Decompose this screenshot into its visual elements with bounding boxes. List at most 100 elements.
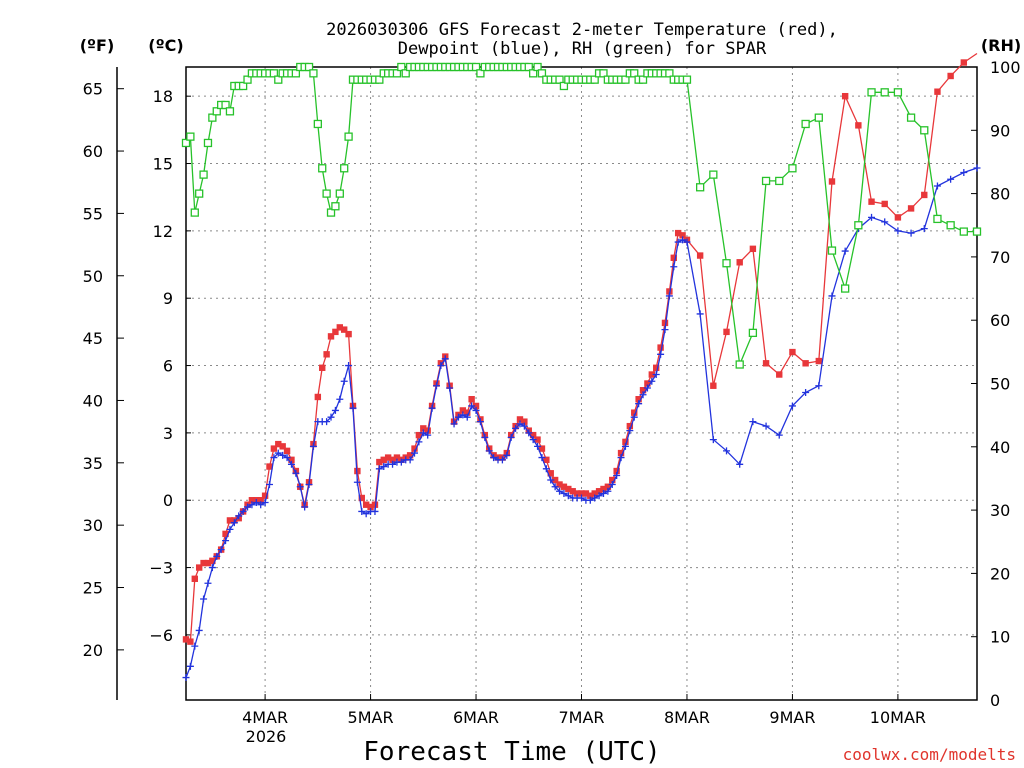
- dewpoint-point: [371, 507, 379, 515]
- dewpoint-point: [208, 564, 216, 572]
- temperature-point: [881, 200, 888, 208]
- date-tick-label: 6MAR: [453, 708, 499, 727]
- dewpoint-point: [481, 433, 489, 441]
- dewpoint-point: [446, 384, 454, 392]
- rh-point: [181, 138, 191, 148]
- dewpoint-point: [213, 552, 221, 560]
- temperature-point: [266, 463, 273, 470]
- dewpoint-point: [599, 489, 607, 497]
- rh-point: [397, 62, 406, 72]
- dewpoint-point: [424, 431, 432, 439]
- rh-point: [709, 170, 718, 179]
- dewpoint-point: [696, 310, 704, 318]
- rh-point: [392, 69, 402, 78]
- temperature-point: [261, 492, 269, 499]
- dewpoint-point: [375, 465, 383, 473]
- date-tick-label: 8MAR: [664, 708, 710, 727]
- credit-text: coolwx.com/modelts: [843, 745, 1016, 764]
- rh-point: [322, 189, 331, 198]
- dewpoint-point: [441, 355, 449, 363]
- date-tick-label: 10MAR: [870, 708, 926, 727]
- dewpoint-point: [200, 595, 208, 603]
- dewpoint-point: [186, 662, 194, 670]
- dewpoint-point: [894, 227, 902, 235]
- dewpoint-point: [235, 512, 243, 520]
- rh-point: [269, 69, 279, 78]
- temperature-point: [960, 59, 968, 66]
- dewpoint-point: [419, 429, 427, 437]
- dewpoint-point: [960, 169, 968, 176]
- dewpoint-point: [661, 326, 669, 334]
- dewpoint-point: [626, 427, 634, 435]
- temperature-point: [815, 357, 822, 365]
- temperature-point: [696, 252, 704, 259]
- rh-point: [340, 164, 349, 173]
- temperature-point: [411, 445, 418, 452]
- temperature-point: [371, 501, 379, 508]
- temperature-point: [609, 476, 616, 484]
- dewpoint-point: [973, 164, 981, 172]
- dewpoint-point: [301, 503, 309, 511]
- temperature-point: [617, 449, 625, 457]
- dewpoint-point: [248, 501, 256, 509]
- temperature-point: [222, 530, 229, 538]
- rh-point: [208, 113, 217, 122]
- temperature-point: [332, 328, 339, 336]
- rh-point: [203, 138, 213, 148]
- axes-layer: −6 −3 0 3 6 9 12 15 18 4MAR 5MAR 6MAR 7MAR 8MAR 9MAR 10…: [83, 58, 1021, 727]
- dewpoint-point: [564, 492, 572, 500]
- series-layer: [181, 52, 982, 682]
- rh-point: [335, 189, 344, 198]
- rh-point: [304, 62, 314, 72]
- dewpoint-point: [195, 626, 203, 634]
- temperature-point: [393, 454, 401, 461]
- dewpoint-point: [907, 229, 915, 237]
- rh-point: [537, 69, 547, 78]
- temperature-point: [283, 447, 291, 455]
- temperature-point: [723, 328, 730, 336]
- temperature-point: [569, 488, 576, 495]
- dewpoint-point: [305, 481, 313, 489]
- temperature-point: [841, 92, 849, 100]
- dewpoint-point: [270, 454, 278, 462]
- dewpoint-point: [665, 292, 673, 300]
- dewpoint-point: [454, 413, 462, 421]
- dewpoint-point: [788, 402, 796, 410]
- rh-point: [524, 62, 533, 72]
- dewpoint-point: [428, 404, 436, 412]
- temperature-point: [934, 88, 941, 95]
- dewpoint-point: [525, 429, 533, 437]
- dewpoint-point: [265, 481, 273, 489]
- rh-tick-label: 0: [990, 691, 1000, 710]
- temperature-point: [639, 387, 647, 394]
- rh-point: [559, 81, 569, 91]
- rh-point: [920, 126, 929, 135]
- temperature-point: [631, 409, 638, 416]
- rh-point: [590, 75, 599, 84]
- fahrenheit-tick-label: 55: [83, 204, 103, 223]
- fahrenheit-axis-label: (ºF): [80, 36, 115, 55]
- temperature-point: [354, 467, 361, 475]
- dewpoint-point: [191, 642, 199, 650]
- temperature-point: [248, 497, 256, 504]
- rh-point: [959, 227, 968, 236]
- rh-point: [630, 69, 639, 78]
- celsius-tick-label: 9: [163, 289, 173, 308]
- rh-point: [893, 88, 903, 97]
- celsius-tick-label: 12: [153, 222, 173, 241]
- temperature-point: [604, 483, 612, 490]
- rh-tick-label: 30: [990, 501, 1010, 520]
- plot-frame: [185, 66, 978, 701]
- dewpoint-point: [257, 501, 265, 509]
- rh-point: [238, 81, 248, 91]
- dewpoint-point: [512, 424, 520, 432]
- date-tick-label: 9MAR: [769, 708, 815, 727]
- temperature-point: [275, 440, 282, 448]
- fahrenheit-tick-label: 20: [83, 641, 103, 660]
- temperature-point: [204, 559, 212, 567]
- date-tick-label: 4MAR: [242, 708, 288, 727]
- dewpoint-point: [503, 451, 511, 459]
- rh-point: [243, 75, 252, 84]
- rh-point: [972, 227, 982, 236]
- temperature-point: [543, 456, 550, 464]
